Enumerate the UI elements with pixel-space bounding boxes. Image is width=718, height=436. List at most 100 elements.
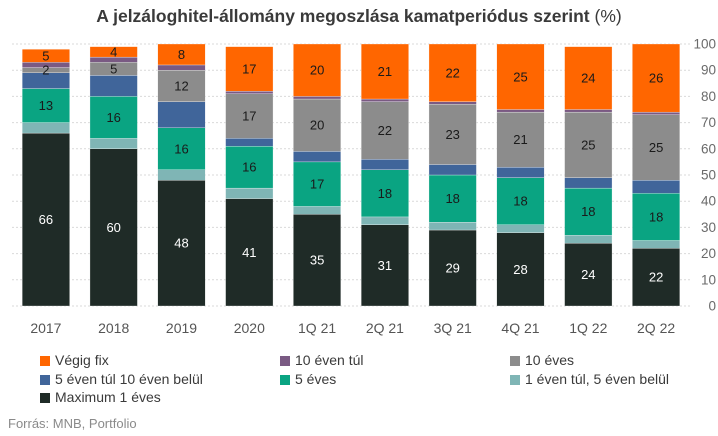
- bar-segment: [89, 148, 138, 307]
- data-label: 23: [445, 127, 459, 142]
- y-tick-label: 60: [701, 141, 716, 156]
- bar-segment: [157, 169, 206, 181]
- data-label: 22: [445, 65, 459, 80]
- bar-segment: [225, 187, 274, 199]
- bar-segment: [428, 229, 477, 307]
- bar-segment: [225, 91, 274, 94]
- data-label: 24: [581, 71, 595, 86]
- data-label: 26: [649, 71, 663, 86]
- legend-label: 10 éven túl: [295, 352, 364, 368]
- data-label: 66: [39, 212, 53, 227]
- bar-segment: [496, 232, 545, 307]
- bar-segment: [428, 174, 477, 223]
- x-tick-label: 2019: [166, 320, 197, 336]
- data-labels: 6613256016544816128411617173517202031182…: [39, 44, 664, 284]
- bar-segment: [225, 198, 274, 307]
- y-tick-label: 90: [701, 63, 716, 78]
- data-label: 13: [39, 98, 53, 113]
- bar-segment: [22, 49, 70, 63]
- y-tick-label: 70: [701, 115, 716, 130]
- bar-segment: [361, 43, 409, 100]
- bar-segment: [225, 46, 274, 92]
- y-tick-label: 80: [701, 89, 716, 104]
- data-label: 35: [310, 253, 324, 268]
- data-label: 20: [310, 118, 324, 133]
- bar-segment: [225, 93, 274, 139]
- data-label: 41: [242, 245, 256, 260]
- data-label: 21: [378, 64, 392, 79]
- bar-segment: [293, 96, 341, 100]
- x-tick-label: 2020: [234, 320, 265, 336]
- data-label: 25: [581, 137, 595, 152]
- bar-segment: [157, 64, 206, 71]
- bar-segment: [564, 235, 613, 244]
- legend-label: 1 éven túl, 5 éven belül: [525, 370, 669, 387]
- legend-swatch: [280, 374, 290, 385]
- stacked-bar-chart: 6613256016544816128411617173517202031182…: [12, 37, 716, 337]
- bar-segment: [293, 161, 341, 207]
- data-label: 17: [242, 109, 256, 124]
- bar-segment: [293, 206, 341, 215]
- legend-label: 10 éves: [525, 352, 575, 368]
- y-tick-label: 50: [701, 168, 716, 183]
- data-label: 22: [378, 123, 392, 138]
- data-label: 21: [513, 132, 527, 147]
- legend-label: Végig fix: [55, 352, 109, 368]
- data-label: 20: [310, 63, 324, 78]
- bar-segment: [632, 43, 680, 113]
- legend-label: 5 éves: [295, 370, 337, 387]
- bar-segment: [293, 151, 341, 163]
- x-tick-label: 2018: [98, 320, 129, 336]
- chart-title-text: A jelzáloghitel-állomány megoszlása kama…: [96, 6, 590, 26]
- data-label: 25: [513, 69, 527, 84]
- data-label: 29: [445, 261, 459, 276]
- y-tick-label: 40: [701, 194, 716, 209]
- bar-segment: [22, 122, 70, 134]
- x-tick-label: 3Q 21: [434, 320, 472, 336]
- bar-segment: [157, 101, 206, 128]
- bar-segment: [496, 109, 545, 113]
- data-label: 22: [649, 270, 663, 285]
- bar-segment: [361, 101, 409, 160]
- data-label: 2: [42, 63, 49, 78]
- legend-swatch: [510, 356, 520, 366]
- x-tick-label: 2Q 21: [366, 320, 404, 336]
- bar-segment: [496, 166, 545, 178]
- data-label: 16: [242, 160, 256, 175]
- legend-swatch: [280, 356, 290, 366]
- y-tick-label: 10: [701, 272, 716, 287]
- bar-segment: [496, 111, 545, 168]
- bar-segment: [632, 240, 680, 249]
- bar-segment: [632, 114, 680, 181]
- x-tick-label: 1Q 22: [569, 320, 607, 336]
- legend-item: 5 éves: [280, 371, 336, 387]
- bar-segment: [293, 214, 341, 307]
- legend-item: 10 éves: [510, 352, 574, 368]
- data-label: 5: [42, 48, 49, 63]
- bar-segment: [22, 88, 70, 123]
- bar-segment: [361, 98, 409, 102]
- y-tick-label: 20: [701, 246, 716, 261]
- legend-item: 5 éven túl 10 éven belül: [40, 371, 203, 387]
- y-tick-label: 0: [708, 299, 716, 314]
- bar-segment: [89, 138, 138, 149]
- data-label: 12: [174, 78, 188, 93]
- data-label: 18: [649, 209, 663, 224]
- bar-segment: [157, 70, 206, 102]
- data-label: 48: [174, 236, 188, 251]
- bar-segment: [428, 43, 477, 102]
- bar-segment: [361, 169, 409, 218]
- data-label: 17: [242, 61, 256, 76]
- bar-segment: [361, 159, 409, 170]
- legend-label: Maximum 1 éves: [55, 389, 161, 405]
- bar-segment: [564, 111, 613, 178]
- data-label: 18: [445, 191, 459, 206]
- y-tick-label: 100: [693, 37, 716, 52]
- bar-segment: [496, 43, 545, 110]
- x-tick-label: 2017: [30, 320, 61, 336]
- bar-segment: [428, 222, 477, 231]
- bar-segment: [496, 224, 545, 233]
- bar-segment: [293, 43, 341, 97]
- bar-segment: [225, 138, 274, 147]
